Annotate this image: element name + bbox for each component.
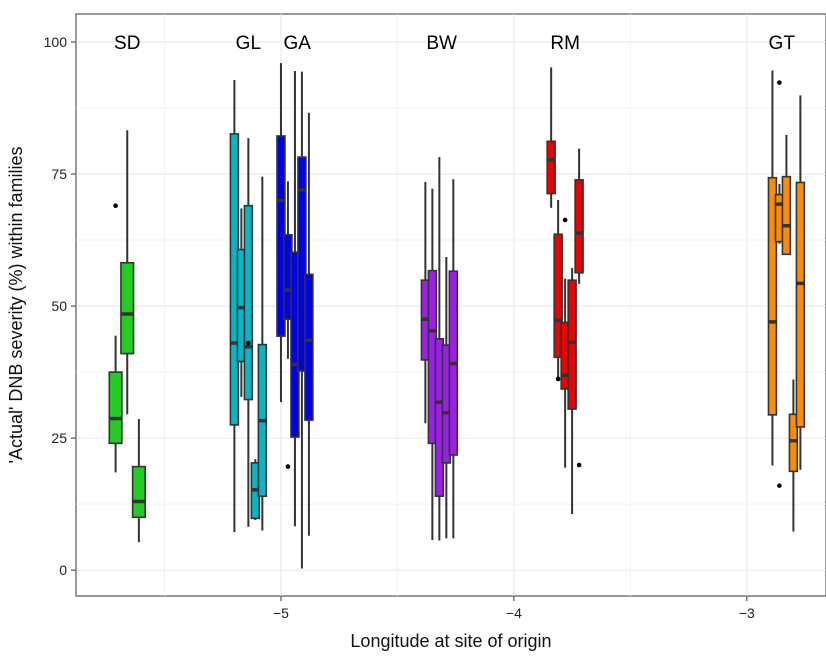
box-bw-1 xyxy=(420,181,431,424)
y-tick-label: 25 xyxy=(51,430,67,446)
box-sd-1 xyxy=(108,203,123,473)
y-tick-label: 75 xyxy=(51,166,67,182)
outlier-point xyxy=(777,483,782,488)
x-axis-title: Longitude at site of origin xyxy=(350,631,551,651)
box-bw-4 xyxy=(441,256,452,539)
box-rm-1 xyxy=(546,67,556,208)
group-label-ga: GA xyxy=(284,33,312,54)
box-iqr xyxy=(795,181,806,428)
box-iqr xyxy=(788,413,799,473)
box-gl-1 xyxy=(229,80,240,533)
box-iqr xyxy=(767,176,778,416)
box-iqr xyxy=(120,261,135,355)
box-iqr xyxy=(297,156,307,372)
group-label-rm: RM xyxy=(550,33,580,54)
box-rm-2 xyxy=(553,199,563,382)
y-tick-label: 50 xyxy=(51,298,67,314)
group-label-sd: SD xyxy=(114,33,140,54)
box-group-sd xyxy=(108,130,146,543)
box-group-bw xyxy=(420,157,459,541)
box-rm-5 xyxy=(574,148,584,468)
box-iqr xyxy=(108,371,123,445)
box-iqr xyxy=(553,233,563,359)
x-tick-label: −4 xyxy=(506,605,522,621)
y-tick-label: 0 xyxy=(59,562,67,578)
box-gl-3 xyxy=(243,138,254,527)
outlier-point xyxy=(285,464,291,469)
y-axis-ticks: 0 25 50 75 100 xyxy=(44,34,76,578)
group-label-gl: GL xyxy=(236,33,261,54)
group-labels: SD GL GA BW RM GT xyxy=(114,33,795,54)
box-ga-5 xyxy=(304,112,314,536)
boxes-layer xyxy=(108,63,806,569)
box-iqr xyxy=(574,179,584,274)
outlier-point xyxy=(777,80,782,85)
box-bw-5 xyxy=(448,179,459,539)
box-iqr xyxy=(781,175,792,256)
x-tick-label: −3 xyxy=(739,605,755,621)
box-iqr xyxy=(567,279,577,410)
box-gt-1 xyxy=(767,70,778,466)
y-tick-label: 100 xyxy=(44,34,68,50)
outlier-point xyxy=(113,203,118,209)
box-group-gt xyxy=(767,70,806,532)
box-group-ga xyxy=(276,63,314,569)
box-iqr xyxy=(243,204,254,401)
box-rm-4 xyxy=(567,268,577,515)
group-label-bw: BW xyxy=(426,33,457,54)
x-tick-label: −5 xyxy=(273,605,289,621)
outlier-point xyxy=(576,462,582,468)
box-ga-4 xyxy=(297,71,307,569)
outlier-point xyxy=(555,376,561,382)
box-gt-3 xyxy=(781,134,792,256)
box-sd-3 xyxy=(131,419,146,543)
box-iqr xyxy=(304,273,314,421)
box-group-rm xyxy=(546,67,584,515)
outlier-point xyxy=(246,340,251,346)
box-gl-5 xyxy=(257,176,268,531)
box-gt-4 xyxy=(788,379,799,532)
y-axis-title: 'Actual' DNB severity (%) within familie… xyxy=(6,147,26,464)
outlier-point xyxy=(562,217,568,223)
box-group-gl xyxy=(229,80,268,533)
box-iqr xyxy=(546,140,556,195)
x-axis-ticks: −5 −4 −3 xyxy=(273,596,755,621)
box-iqr xyxy=(131,465,146,519)
box-sd-2 xyxy=(120,130,135,415)
group-label-gt: GT xyxy=(769,33,796,54)
box-gt-5 xyxy=(795,95,806,470)
